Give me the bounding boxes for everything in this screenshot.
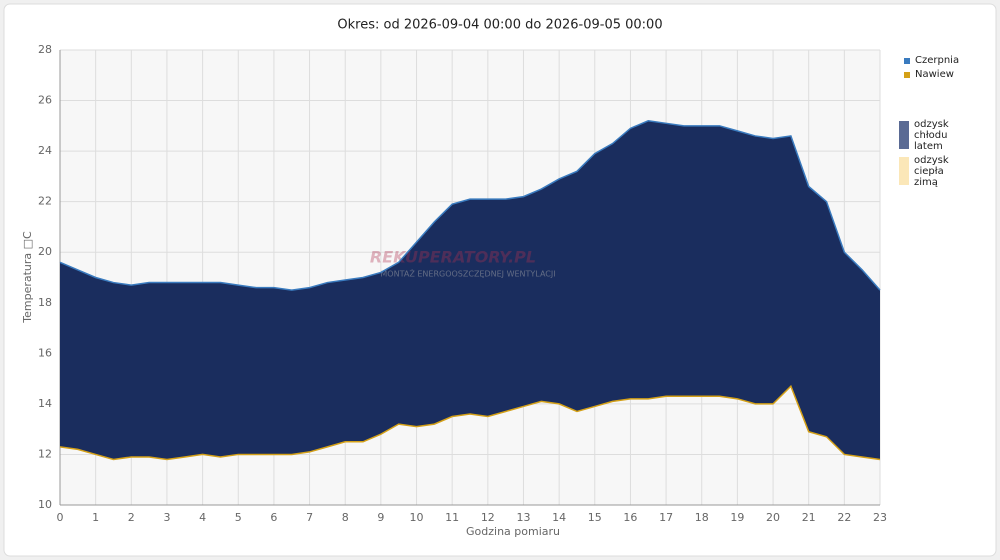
x-tick-label: 16 [623,511,637,524]
y-tick-label: 24 [38,144,52,157]
x-tick-label: 1 [92,511,99,524]
y-tick-label: 22 [38,195,52,208]
y-tick-label: 10 [38,498,52,511]
x-tick-label: 18 [695,511,709,524]
legend-item: Czerpnia [904,55,959,66]
legend-swatch [904,72,910,78]
series-line [59,384,881,461]
watermark-sub: MONTAŻ ENERGOOSZCZĘDNEJ WENTYLACJI [380,269,555,279]
x-tick-label: 9 [377,511,384,524]
x-tick-label: 10 [410,511,424,524]
legend-swatch [899,157,909,185]
legend-label: odzysk chłodu latem [914,119,949,152]
x-tick-label: 14 [552,511,566,524]
x-tick-label: 12 [481,511,495,524]
legend: Czerpnia Nawiew [898,48,966,87]
x-tick-label: 22 [837,511,851,524]
x-tick-label: 11 [445,511,459,524]
y-tick-label: 16 [38,346,52,359]
x-tick-label: 13 [516,511,530,524]
y-tick-label: 14 [38,397,52,410]
x-tick-label: 17 [659,511,673,524]
x-tick-label: 21 [802,511,816,524]
x-tick-label: 4 [199,511,206,524]
x-tick-label: 0 [57,511,64,524]
series-line [59,120,881,291]
x-tick-label: 20 [766,511,780,524]
chart-title: Okres: od 2026-09-04 00:00 do 2026-09-05… [337,18,662,33]
y-tick-label: 18 [38,296,52,309]
legend-swatch [899,121,909,149]
watermark: REKUPERATORY.PL [370,248,536,267]
y-axis-label: Temperatura □C [21,231,34,324]
y-tick-label: 12 [38,447,52,460]
legend-label: Czerpnia [915,55,960,66]
legend-swatch [904,58,910,64]
fill-legend-item: odzysk chłodu latem [899,119,979,152]
range-fill [60,120,880,460]
y-tick-label: 26 [38,94,52,107]
x-tick-label: 6 [270,511,277,524]
x-tick-label: 15 [588,511,602,524]
x-axis-label: Godzina pomiaru [466,525,560,538]
x-tick-label: 23 [873,511,887,524]
legend-label: Nawiew [915,69,954,80]
x-tick-label: 3 [163,511,170,524]
x-tick-label: 7 [306,511,313,524]
x-tick-label: 19 [730,511,744,524]
y-tick-label: 20 [38,245,52,258]
fill-legend: odzysk chłodu latem odzysk ciepła zimą [893,112,985,195]
legend-label: odzysk ciepła zimą [914,155,949,188]
fill-legend-item: odzysk ciepła zimą [899,155,979,188]
legend-item: Nawiew [904,69,959,80]
x-tick-label: 2 [128,511,135,524]
x-tick-label: 8 [342,511,349,524]
y-tick-label: 28 [38,43,52,56]
x-tick-label: 5 [235,511,242,524]
